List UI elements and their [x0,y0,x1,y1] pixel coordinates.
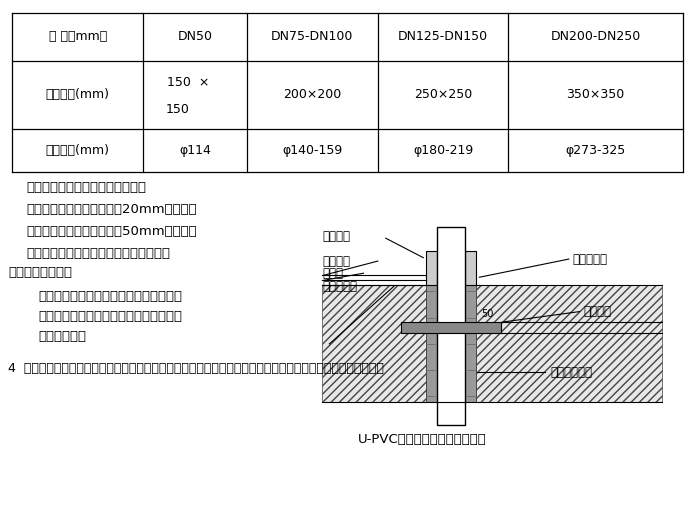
Text: 穿楼板套管上端应高出地面20mm，卫生间: 穿楼板套管上端应高出地面20mm，卫生间 [26,203,197,216]
Text: 钢制套管: 钢制套管 [322,230,351,243]
Text: DN75-DN100: DN75-DN100 [271,30,353,43]
Text: 150: 150 [166,103,190,116]
Bar [465,251,476,285]
Text: 止水翼环: 止水翼环 [583,305,611,318]
Bar [401,322,501,333]
Bar [476,285,662,402]
Text: DN200-DN250: DN200-DN250 [550,30,640,43]
Text: 混凝土楼板: 混凝土楼板 [322,280,358,293]
Text: φ180-219: φ180-219 [413,144,473,157]
Text: 保温管道应按保温管道外径考虑。: 保温管道应按保温管道外径考虑。 [26,181,146,194]
Text: φ273-325: φ273-325 [565,144,626,157]
Text: 理，如右图所示：: 理，如右图所示： [8,266,72,279]
Text: 350×350: 350×350 [566,88,624,101]
Text: 当预留孔洞不能适应工程安装需要时，应: 当预留孔洞不能适应工程安装需要时，应 [38,290,182,303]
Text: 留洞尺寸(mm): 留洞尺寸(mm) [46,88,109,101]
Text: 防水套管(mm): 防水套管(mm) [46,144,109,157]
Text: φ114: φ114 [179,144,211,157]
Text: 防水层: 防水层 [322,267,344,280]
Text: φ140-159: φ140-159 [282,144,342,157]
Text: 4  刚性套管安装：主体结构钢筋绑扎好后，按照给排水施工图标高几何尺寸找准位置，然后将套管置于钢筋中，: 4 刚性套管安装：主体结构钢筋绑扎好后，按照给排水施工图标高几何尺寸找准位置，然… [8,362,384,375]
Text: 管 径（mm）: 管 径（mm） [49,30,107,43]
Text: 告知土建须进行机械或手工打孔，并对孔: 告知土建须进行机械或手工打孔，并对孔 [38,310,182,323]
Bar [465,285,476,402]
Text: 150  ×: 150 × [167,76,209,89]
Text: 250×250: 250×250 [414,88,472,101]
Text: 200×200: 200×200 [283,88,342,101]
Text: 楼板面层: 楼板面层 [322,255,351,268]
Text: 穿楼板套管上端应高出地面50mm，过墙部: 穿楼板套管上端应高出地面50mm，过墙部 [26,225,197,238]
Text: 50: 50 [482,309,494,319]
Bar [426,285,437,402]
Bar [322,285,426,402]
Bar [426,251,437,285]
Text: DN125-DN150: DN125-DN150 [398,30,488,43]
Text: 洞进行处理。: 洞进行处理。 [38,330,86,343]
Text: DN50: DN50 [177,30,213,43]
Text: 建筑密封膏: 建筑密封膏 [572,252,607,266]
Bar [437,227,465,425]
Text: 沥青油膏嵌缝: 沥青油膏嵌缝 [551,366,593,379]
Text: 分与墙饰面相平。穿防水楼面应做防水处: 分与墙饰面相平。穿防水楼面应做防水处 [26,246,170,260]
Text: U-PVC管穿防水楼面套管安装图: U-PVC管穿防水楼面套管安装图 [358,433,487,446]
